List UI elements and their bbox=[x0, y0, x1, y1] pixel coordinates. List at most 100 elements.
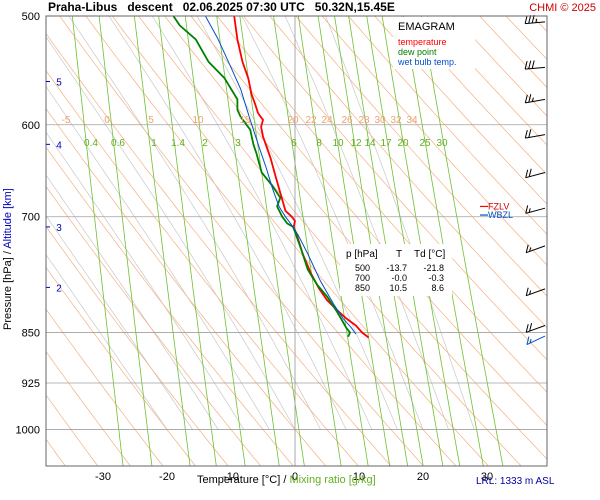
barb-staff bbox=[526, 245, 546, 254]
dry-adiabat bbox=[400, 16, 547, 175]
barb-staff bbox=[526, 335, 546, 346]
dry-adiabat bbox=[269, 16, 547, 329]
barb-staff bbox=[525, 134, 546, 139]
barb-staff bbox=[525, 98, 546, 104]
wind-barb bbox=[525, 287, 546, 297]
theta-label: 20 bbox=[287, 115, 299, 126]
moist-adiabat bbox=[46, 214, 193, 430]
table-header-t: T bbox=[396, 249, 402, 260]
table-row-850-p: 850 bbox=[355, 283, 370, 293]
dry-adiabat bbox=[295, 16, 547, 297]
table-row-500-t: -13.7 bbox=[386, 263, 407, 273]
barb-feather bbox=[525, 169, 529, 178]
y-tick-label: 700 bbox=[22, 212, 40, 224]
moist-adiabat bbox=[68, 16, 321, 430]
barb-feather bbox=[528, 15, 532, 24]
series-line-wet-bulb-temp bbox=[204, 15, 357, 335]
dry-adiabat bbox=[452, 16, 547, 117]
barb-half-feather bbox=[535, 18, 538, 23]
mixing-ratio-label: 14 bbox=[364, 138, 376, 149]
barb-half-feather bbox=[528, 208, 531, 213]
theta-label: -5 bbox=[62, 115, 71, 126]
barb-feather bbox=[528, 60, 532, 69]
wind-barb bbox=[524, 14, 546, 25]
y-axis-separator: / bbox=[2, 249, 14, 258]
mixing-ratio-label: 30 bbox=[436, 138, 448, 149]
dry-adiabat bbox=[479, 16, 547, 88]
table-row-850-td: 8.6 bbox=[431, 283, 444, 293]
barb-half-feather bbox=[529, 338, 532, 344]
barb-half-feather bbox=[529, 247, 532, 252]
wind-barb bbox=[524, 94, 546, 104]
dry-adiabat bbox=[216, 16, 547, 393]
theta-label: 15 bbox=[239, 115, 251, 126]
wind-barb bbox=[524, 129, 546, 139]
dry-adiabat bbox=[321, 16, 547, 266]
theta-label: 5 bbox=[148, 115, 154, 126]
mixing-ratio-line bbox=[420, 16, 504, 466]
barb-feather bbox=[524, 129, 528, 139]
mixing-ratio-line bbox=[317, 16, 391, 466]
x-axis-temp-label: Temperature [°C] bbox=[197, 474, 280, 486]
y-tick-label: 600 bbox=[22, 120, 40, 132]
mixing-ratio-line bbox=[216, 16, 280, 466]
table-row-700-t: -0.0 bbox=[391, 273, 407, 283]
dry-adiabat bbox=[46, 185, 261, 466]
wind-barb bbox=[524, 60, 546, 70]
moist-adiabat bbox=[151, 16, 373, 430]
series-line-dew-point bbox=[172, 15, 351, 338]
barb-half-feather bbox=[529, 290, 532, 295]
legend-title: EMAGRAM bbox=[398, 21, 455, 33]
plot-border bbox=[45, 15, 548, 467]
moist-adiabat bbox=[46, 254, 168, 430]
barb-feather bbox=[528, 94, 532, 103]
mixing-ratio-label: 3 bbox=[235, 138, 241, 149]
mixing-ratio-line bbox=[381, 16, 461, 466]
moist-adiabat bbox=[46, 36, 296, 430]
mixing-ratio-label: 17 bbox=[380, 138, 392, 149]
wind-barbs bbox=[524, 14, 546, 346]
barb-staff bbox=[525, 207, 546, 214]
barb-feather bbox=[524, 60, 528, 70]
mixing-ratio-label: 25 bbox=[419, 138, 431, 149]
table-row-500-p: 500 bbox=[355, 263, 370, 273]
mixing-ratio-line bbox=[403, 16, 484, 466]
mixing-ratio-label: 1 bbox=[151, 138, 157, 149]
mixing-ratio-label: 12 bbox=[350, 138, 362, 149]
barb-staff bbox=[525, 172, 546, 179]
table-row-700-p: 700 bbox=[355, 273, 370, 283]
theta-label: 24 bbox=[321, 115, 333, 126]
plot-frame bbox=[45, 15, 548, 467]
table-row-500-td: -21.8 bbox=[423, 263, 444, 273]
table-row-700-td: -0.3 bbox=[428, 273, 444, 283]
dry-adiabat bbox=[347, 16, 547, 235]
chart-title: Praha-Libus descent 02.06.2025 07:30 UTC… bbox=[48, 0, 395, 14]
copyright-text: CHMI © 2025 bbox=[529, 2, 596, 14]
dry-adiabat bbox=[374, 16, 547, 205]
legend-wetbulb: wet bulb temp. bbox=[397, 57, 457, 67]
wind-barb bbox=[525, 168, 546, 179]
x-tick-label: -20 bbox=[159, 471, 175, 483]
y-tick-label: 500 bbox=[22, 11, 40, 23]
dry-adiabat bbox=[85, 16, 457, 466]
x-tick-label: 30 bbox=[481, 471, 493, 483]
mixing-ratio-line bbox=[158, 16, 217, 466]
wind-barb bbox=[525, 205, 546, 214]
mixing-ratio-label: 0.6 bbox=[111, 138, 125, 149]
theta-label: 0 bbox=[104, 115, 110, 126]
wbzl-label: WBZL bbox=[488, 210, 513, 220]
mixing-ratio-line bbox=[98, 16, 153, 466]
barb-feather bbox=[525, 244, 529, 253]
mixing-ratio-label: 8 bbox=[316, 138, 322, 149]
barb-staff bbox=[525, 21, 546, 25]
barb-feather bbox=[524, 15, 528, 24]
mixing-ratio-label: 6 bbox=[291, 138, 297, 149]
wind-barb bbox=[526, 335, 546, 346]
barb-feather bbox=[525, 287, 529, 296]
mixing-ratio-line bbox=[71, 16, 124, 466]
y-axis-pressure-label: Pressure [hPa] bbox=[2, 257, 14, 330]
barb-feather bbox=[529, 322, 533, 332]
mixing-ratio-label: 0.4 bbox=[84, 138, 98, 149]
